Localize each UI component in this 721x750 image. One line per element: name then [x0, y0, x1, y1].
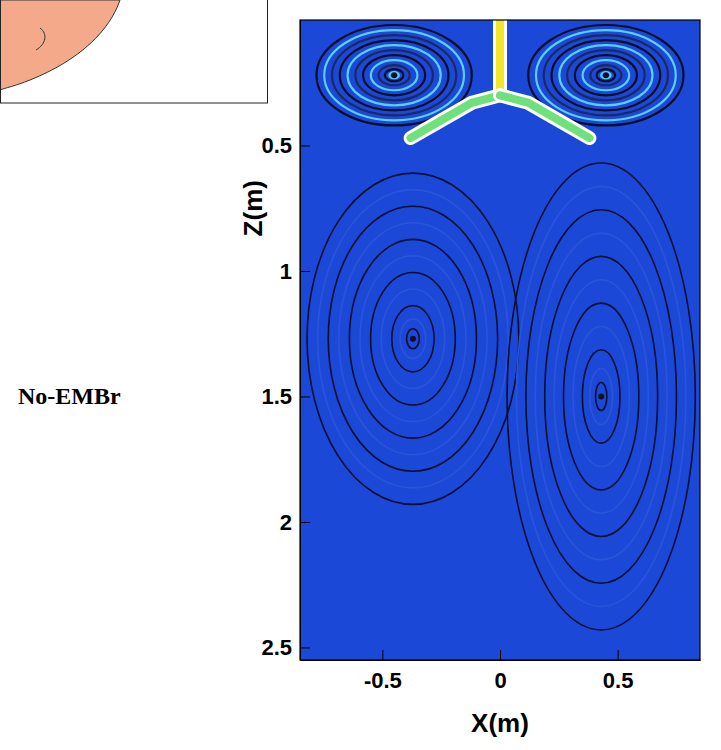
vortex-center: [391, 72, 397, 78]
tick-label: 1.5: [261, 384, 292, 409]
streamline: [554, 280, 648, 513]
streamline: [379, 65, 410, 85]
vortex: [507, 163, 695, 630]
streamline: [583, 60, 630, 90]
streamline: [360, 256, 466, 422]
y-axis: 0.5 1 1.5 2 2.5: [261, 21, 310, 661]
jet: [500, 95, 589, 138]
tick-label: 0.5: [261, 133, 292, 158]
tick: 0.5: [261, 133, 310, 158]
tick-mark: [300, 271, 310, 272]
streamline: [371, 272, 456, 405]
tick-label: 2.5: [261, 635, 292, 660]
streamline: [526, 210, 677, 583]
streamline: [332, 35, 456, 115]
streamline: [318, 190, 509, 488]
streamline: [328, 206, 497, 471]
jet: [496, 20, 504, 95]
plot-frame: [300, 20, 700, 660]
inset-line: [36, 28, 45, 50]
tick-label: 0.5: [603, 668, 634, 693]
jet-halo: [500, 95, 589, 138]
tick-label: 0: [494, 668, 506, 693]
streamline: [389, 72, 398, 78]
streamline: [307, 173, 519, 504]
tick-mark: [300, 647, 310, 648]
background: [300, 20, 700, 660]
streamline: [582, 350, 620, 443]
streamline: [400, 319, 425, 359]
streamline: [371, 60, 418, 90]
vortex: [307, 173, 519, 504]
vortex-center: [410, 336, 416, 342]
streamline: [324, 30, 464, 120]
y-axis-title: Z(m): [238, 180, 268, 236]
streamline: [544, 35, 668, 115]
tick: 1: [280, 259, 310, 284]
streamline: [573, 326, 629, 466]
x-axis: -0.5 0 0.5: [301, 650, 701, 693]
jet-halo: [411, 95, 500, 138]
tick: -0.5: [364, 650, 402, 693]
tick: 2.5: [261, 635, 310, 660]
streamline: [407, 329, 420, 349]
streamline: [348, 45, 441, 105]
streamline: [536, 30, 676, 120]
x-axis-title: X(m): [471, 708, 529, 738]
tick: 1.5: [261, 384, 310, 409]
streamline: [507, 163, 695, 630]
streamline: [590, 65, 621, 85]
streamline: [601, 72, 610, 78]
tick: 0.5: [603, 650, 634, 693]
panel-label: No-EMBr: [18, 383, 121, 409]
inset-frame: [1, 0, 268, 103]
streamline: [339, 223, 487, 455]
figure: 0.5 1 1.5 2 2.5 -0.5 0 0.5 X(m) Z(m) No-EMBr: [0, 0, 721, 750]
streamline: [552, 40, 661, 110]
streamline: [596, 382, 607, 410]
axis-line: [301, 660, 701, 661]
vortex-center: [603, 72, 609, 78]
streamline: [363, 55, 425, 95]
streamline: [567, 50, 645, 100]
streamline: [340, 40, 449, 110]
tick-label: 1: [280, 259, 292, 284]
tick: 2: [280, 510, 310, 535]
streamline: [385, 69, 404, 81]
streamline: [590, 368, 613, 424]
streamline: [575, 55, 637, 95]
streamline: [381, 289, 445, 388]
tick-mark: [500, 650, 501, 660]
tick-mark: [300, 396, 310, 397]
axis-line: [300, 21, 301, 661]
tick-label: -0.5: [364, 668, 402, 693]
vortex-center: [598, 393, 604, 399]
streamline: [516, 186, 685, 606]
streamline: [597, 69, 616, 81]
tick: 0: [494, 650, 506, 693]
jet: [411, 95, 500, 138]
tick-label: 2: [280, 510, 292, 535]
streamline: [545, 256, 658, 536]
inset-shape: [0, 0, 120, 90]
tick-mark: [300, 145, 310, 146]
streamline: [559, 45, 652, 105]
streamline: [564, 303, 639, 490]
tick-mark: [618, 650, 619, 660]
streamline: [535, 233, 667, 560]
plot-area: [300, 20, 700, 660]
jet-halo: [493, 20, 507, 95]
streamline: [349, 239, 476, 438]
tick-mark: [300, 522, 310, 523]
streamline: [355, 50, 433, 100]
tick-mark: [382, 650, 383, 660]
streamline: [392, 306, 434, 372]
